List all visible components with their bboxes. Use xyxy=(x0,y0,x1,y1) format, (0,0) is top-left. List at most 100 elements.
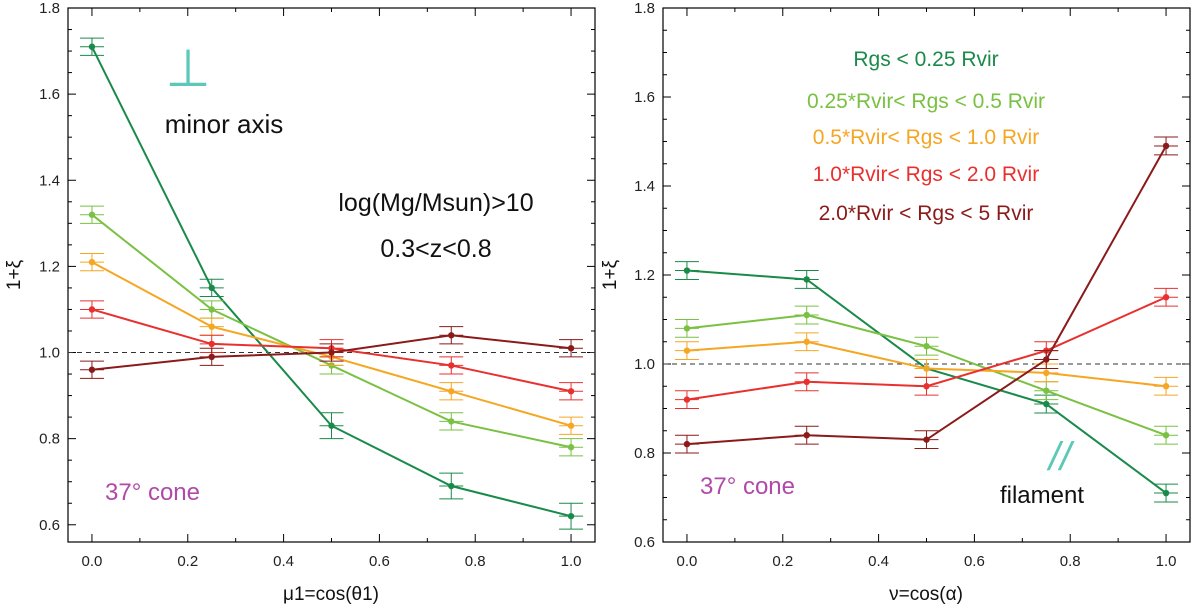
legend: Rgs < 0.25 Rvir 0.25*Rvir< Rgs < 0.5 Rvi… xyxy=(807,48,1045,225)
data-point xyxy=(1043,387,1050,394)
y-tick-label: 1.0 xyxy=(39,345,60,362)
minor-axis-label: minor axis xyxy=(165,109,283,139)
data-point xyxy=(567,345,575,352)
data-point xyxy=(567,388,575,395)
y-tick-label: 1.8 xyxy=(634,0,655,17)
y-tick-label: 1.6 xyxy=(39,86,60,103)
y-tick-label: 0.6 xyxy=(39,517,60,534)
cone-label-right: 37° cone xyxy=(700,473,795,500)
data-point xyxy=(88,366,96,373)
data-point xyxy=(1162,294,1170,301)
x-tick-label: 1.0 xyxy=(1156,553,1177,570)
x-tick-label: 1.0 xyxy=(561,553,582,570)
data-point xyxy=(88,211,96,218)
data-point xyxy=(328,349,335,356)
data-point xyxy=(88,43,96,50)
y-tick-label: 1.8 xyxy=(39,0,60,17)
y-tick-label: 1.4 xyxy=(634,178,655,195)
data-point xyxy=(1043,369,1050,377)
x-tick-label: 0.6 xyxy=(964,553,985,570)
y-tick-label: 1.4 xyxy=(39,172,60,189)
data-point xyxy=(923,343,930,350)
x-tick-label: 0.4 xyxy=(273,553,294,570)
data-point xyxy=(683,347,691,354)
data-point xyxy=(1043,356,1050,363)
cone-label-left: 37° cone xyxy=(105,479,200,506)
right-xlabel: ν=cos(α) xyxy=(889,584,963,605)
data-point xyxy=(448,388,455,395)
data-point xyxy=(803,276,810,283)
data-point xyxy=(683,267,691,274)
y-tick-label: 0.6 xyxy=(634,534,655,551)
legend-entry-2: 0.25*Rvir< Rgs < 0.5 Rvir xyxy=(807,90,1045,113)
data-point xyxy=(683,440,691,448)
mass-cut-label: log(Mg/Msun)>10 xyxy=(338,189,533,217)
data-point xyxy=(328,422,335,429)
data-point xyxy=(448,482,455,490)
data-point xyxy=(1162,383,1170,390)
data-point xyxy=(448,332,455,339)
left-xlabel: μ1=cos(θ1) xyxy=(283,584,379,605)
legend-entry-5: 2.0*Rvir < Rgs < 5 Rvir xyxy=(819,202,1034,225)
data-point xyxy=(208,340,215,348)
right-ticks: 0.0 0.2 0.4 0.6 0.8 1.0 0.6 0.8 1.0 1.2 1.4 1.6 1.8 xyxy=(634,0,1190,570)
redshift-label: 0.3<z<0.8 xyxy=(380,235,491,263)
data-point xyxy=(803,311,810,319)
filament-label: filament xyxy=(1000,482,1084,509)
x-tick-label: 0.0 xyxy=(82,553,103,570)
series-2 xyxy=(79,205,584,457)
data-point xyxy=(803,338,810,345)
left-ylabel: 1+ξ xyxy=(4,259,25,290)
data-point xyxy=(448,418,455,425)
data-point xyxy=(208,284,215,292)
y-tick-label: 1.6 xyxy=(634,89,655,106)
data-point xyxy=(567,512,575,520)
series-2 xyxy=(674,305,1179,445)
x-tick-label: 0.2 xyxy=(177,553,198,570)
data-point xyxy=(923,436,930,443)
right-ylabel: 1+ξ xyxy=(600,259,621,290)
data-point xyxy=(1043,400,1050,408)
data-point xyxy=(448,362,455,369)
x-tick-label: 0.2 xyxy=(772,553,793,570)
x-tick-label: 0.8 xyxy=(465,553,486,570)
data-point xyxy=(803,432,810,439)
x-tick-label: 0.4 xyxy=(868,553,889,570)
x-tick-label: 0.0 xyxy=(677,553,698,570)
right-plot-area xyxy=(663,136,1190,503)
left-plot-frame xyxy=(67,7,596,543)
series-5 xyxy=(79,326,584,379)
legend-entry-4: 1.0*Rvir< Rgs < 2.0 Rvir xyxy=(813,163,1039,186)
data-point xyxy=(923,383,930,390)
y-tick-label: 1.2 xyxy=(634,267,655,284)
data-point xyxy=(208,323,215,330)
data-point xyxy=(683,396,691,403)
filament-icon: // xyxy=(1046,435,1075,479)
data-point xyxy=(88,306,96,313)
x-tick-label: 0.8 xyxy=(1060,553,1081,570)
y-tick-label: 1.2 xyxy=(39,258,60,275)
data-point xyxy=(1162,142,1170,150)
y-tick-label: 0.8 xyxy=(634,445,655,462)
data-point xyxy=(1162,432,1170,439)
series-5 xyxy=(674,136,1179,454)
series-1 xyxy=(79,37,584,530)
data-point xyxy=(683,325,691,332)
data-point xyxy=(208,306,215,313)
minor-axis-icon: ⊥ xyxy=(165,40,210,98)
data-point xyxy=(567,422,575,429)
series-3 xyxy=(674,332,1179,396)
data-point xyxy=(208,353,215,361)
data-point xyxy=(923,365,930,372)
y-tick-label: 1.0 xyxy=(634,356,655,373)
legend-entry-1: Rgs < 0.25 Rvir xyxy=(853,48,998,71)
legend-entry-3: 0.5*Rvir< Rgs < 1.0 Rvir xyxy=(813,126,1039,149)
y-tick-label: 0.8 xyxy=(39,431,60,448)
data-point xyxy=(88,258,96,266)
x-tick-label: 0.6 xyxy=(369,553,390,570)
data-point xyxy=(1162,489,1170,497)
left-plot-area xyxy=(68,37,595,530)
data-point xyxy=(803,378,810,385)
series-line xyxy=(686,145,1167,446)
